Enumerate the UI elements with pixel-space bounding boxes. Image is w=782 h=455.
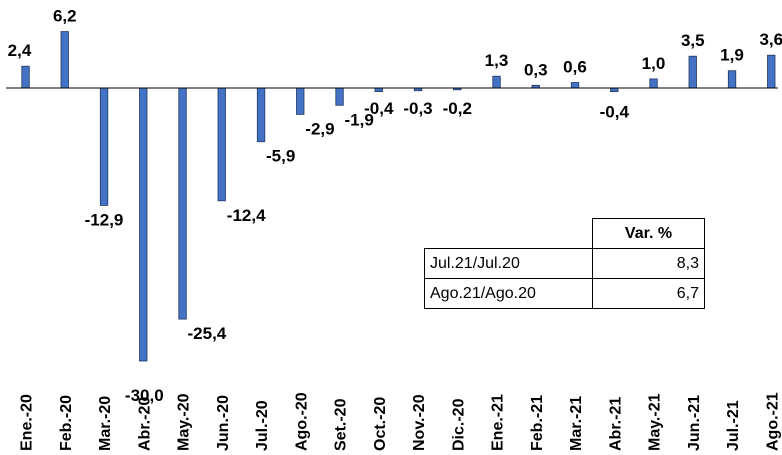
data-label: -30,0 [125,386,164,405]
bar [767,54,776,89]
data-label: -0,4 [600,103,630,122]
bar [217,87,226,202]
bar [256,87,266,143]
x-tick-label: Jun.-20 [215,395,232,451]
table-corner [425,219,593,249]
table-row-value: 8,3 [592,248,705,279]
data-label: 2,4 [8,41,32,60]
variation-table: Var. % Jul.21/Jul.20 8,3 Ago.21/Ago.20 6… [424,218,705,309]
x-tick-label: Nov.-20 [411,394,428,451]
bar [727,70,737,89]
x-tick-label: Jul.-20 [254,400,271,451]
data-label: -0,4 [364,99,394,118]
data-label: -2,9 [305,119,334,138]
x-tick-label: Ago.-20 [293,392,310,451]
bar [139,87,148,362]
table-row: Jul.21/Jul.20 8,3 [424,248,705,279]
table-row: Ago.21/Ago.20 6,7 [424,278,705,309]
x-tick-label: Feb.-21 [529,395,546,451]
table-header-var: Var. % [592,218,705,249]
data-label: -25,4 [188,324,227,343]
x-tick-label: May.-20 [176,393,193,451]
x-axis-labels: Ene.-20 Feb.-20 Mar.-20 Abr.-20 May.-20 Jun.-… [19,392,782,451]
bar [570,82,580,89]
x-tick-label: Dic.-20 [450,398,467,451]
bar [99,87,109,206]
bar [688,55,697,89]
x-tick-label: Set.-20 [333,398,350,451]
x-tick-label: Mar.-21 [568,396,585,451]
x-tick-label: Feb.-20 [58,395,75,451]
table-row-value: 6,7 [592,278,705,309]
bar [492,75,501,89]
data-label: -5,9 [266,147,295,166]
bar [60,31,69,89]
x-tick-label: May.-21 [647,393,664,451]
x-tick-label: Ene.-21 [490,394,507,451]
bar [374,87,383,92]
x-tick-label: Mar.-20 [97,396,114,451]
data-label: -12,4 [227,206,266,225]
x-tick-label: Jun.-21 [686,395,703,451]
bar [296,87,305,115]
data-label: 3,6 [759,30,782,49]
data-label: -0,3 [403,99,432,118]
bar [178,87,187,320]
bars-group [21,31,776,362]
x-tick-label: Ene.-20 [19,394,36,451]
x-tick-label: Oct.-20 [372,397,389,451]
data-label: 0,6 [563,58,587,77]
data-label: 6,2 [53,7,77,26]
x-tick-label: Jul.-21 [725,400,742,451]
bar [335,87,344,106]
data-label: -1,9 [345,110,374,129]
table-row-label: Jul.21/Jul.20 [424,248,593,279]
data-label: 1,3 [485,51,509,70]
table-row-label: Ago.21/Ago.20 [424,278,593,309]
x-tick-label: Ago.-21 [764,392,781,451]
data-label: 1,9 [720,46,744,65]
data-label: 0,3 [524,60,548,79]
data-label: 3,5 [681,31,705,50]
x-tick-label: Abr.-20 [136,397,153,451]
data-labels: 2,46,2-12,9-30,0-25,4-12,4-5,9-2,9 -1,9-0… [8,7,782,405]
data-label: -0,2 [443,99,472,118]
x-tick-label: Abr.-21 [607,397,624,451]
data-label: 1,0 [642,54,666,73]
data-label: -12,9 [85,210,124,229]
bar [21,65,30,89]
table-header-row: Var. % [425,218,705,249]
bar [610,87,619,92]
bar [649,78,658,89]
